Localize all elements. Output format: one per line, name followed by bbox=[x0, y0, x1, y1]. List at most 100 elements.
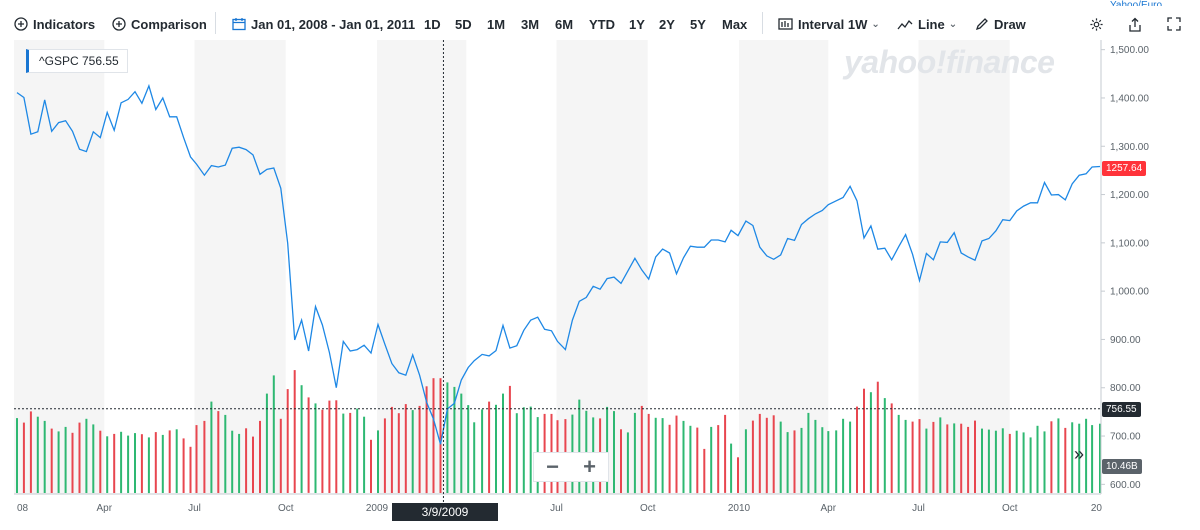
volume-bar bbox=[64, 426, 67, 493]
calendar-icon bbox=[232, 18, 246, 31]
settings-button[interactable] bbox=[1089, 14, 1109, 34]
range-button-5y[interactable]: 5Y bbox=[690, 14, 706, 34]
volume-bar bbox=[918, 419, 921, 493]
volume-bar bbox=[22, 422, 25, 493]
volume-bar bbox=[578, 399, 581, 494]
volume-bar bbox=[36, 416, 39, 493]
volume-badge: 10.46B bbox=[1102, 459, 1142, 474]
volume-bar bbox=[203, 420, 206, 493]
range-button-6m[interactable]: 6M bbox=[555, 14, 573, 34]
range-label: 1D bbox=[424, 16, 441, 32]
share-button[interactable] bbox=[1128, 14, 1147, 34]
interval-dropdown[interactable]: Interval 1W ⌄ bbox=[778, 14, 880, 34]
range-label: 5Y bbox=[690, 16, 706, 32]
y-tick-label: 900.00 bbox=[1110, 335, 1141, 346]
draw-button[interactable]: Draw bbox=[975, 14, 1026, 34]
volume-bar bbox=[682, 420, 685, 493]
volume-bar bbox=[92, 424, 95, 493]
x-tick-label: Jul bbox=[912, 503, 925, 514]
range-label: 1Y bbox=[629, 16, 645, 32]
range-button-1d[interactable]: 1D bbox=[424, 14, 441, 34]
range-label: YTD bbox=[589, 16, 615, 32]
indicators-button[interactable]: Indicators bbox=[14, 14, 95, 34]
date-range-button[interactable]: Jan 01, 2008 - Jan 01, 2011 bbox=[232, 14, 415, 34]
zoom-in-button[interactable]: + bbox=[583, 454, 596, 479]
volume-bar bbox=[696, 427, 699, 494]
interval-value: 1W bbox=[847, 16, 868, 32]
volume-bar bbox=[1015, 430, 1018, 493]
volume-bar bbox=[154, 432, 157, 493]
x-tick-label: 08 bbox=[17, 503, 29, 514]
crosshair-price-badge: 756.55 bbox=[1102, 402, 1141, 417]
range-label: 6M bbox=[555, 16, 574, 32]
volume-bar bbox=[779, 421, 782, 493]
volume-bar bbox=[647, 413, 650, 493]
range-button-ytd[interactable]: YTD bbox=[589, 14, 615, 34]
scroll-forward-icon[interactable]: » bbox=[1073, 443, 1084, 464]
range-button-1m[interactable]: 1M bbox=[487, 14, 505, 34]
volume-bar bbox=[807, 412, 810, 494]
volume-bar bbox=[932, 421, 935, 493]
toolbar-divider bbox=[762, 12, 763, 34]
x-tick-label: Oct bbox=[1002, 503, 1018, 514]
y-tick-label: 1,500.00 bbox=[1110, 45, 1149, 56]
volume-bar bbox=[453, 386, 456, 493]
volume-bar bbox=[1064, 427, 1067, 493]
volume-bar bbox=[425, 386, 428, 494]
volume-bar bbox=[147, 437, 150, 494]
volume-bar bbox=[1043, 431, 1046, 493]
volume-bar bbox=[279, 418, 282, 493]
draw-label: Draw bbox=[994, 16, 1026, 32]
range-button-3m[interactable]: 3M bbox=[521, 14, 539, 34]
volume-bar bbox=[383, 418, 386, 493]
x-tick-label: Jul bbox=[550, 503, 563, 514]
comparison-button[interactable]: Comparison bbox=[112, 14, 207, 34]
x-tick-label: 20 bbox=[1091, 503, 1103, 514]
interval-label: Interval bbox=[798, 16, 845, 32]
volume-bar bbox=[960, 423, 963, 493]
share-icon bbox=[1129, 17, 1141, 32]
chart-type-dropdown[interactable]: Line ⌄ bbox=[897, 14, 957, 34]
range-label: Max bbox=[722, 16, 748, 32]
y-tick-label: 1,100.00 bbox=[1110, 238, 1149, 249]
range-button-max[interactable]: Max bbox=[722, 14, 747, 34]
candle-bars-icon bbox=[778, 18, 793, 30]
y-tick-label: 700.00 bbox=[1110, 432, 1141, 443]
indicators-label: Indicators bbox=[33, 16, 96, 32]
volume-bar bbox=[883, 398, 886, 493]
fullscreen-button[interactable] bbox=[1167, 14, 1186, 34]
volume-bar bbox=[293, 370, 296, 493]
range-button-1y[interactable]: 1Y bbox=[629, 14, 645, 34]
fullscreen-icon bbox=[1167, 17, 1181, 31]
corner-link[interactable]: Yahoo/Euro bbox=[1110, 0, 1163, 6]
chevron-down-icon: ⌄ bbox=[871, 18, 880, 30]
volume-bar bbox=[342, 413, 345, 494]
last-price-badge: 1257.64 bbox=[1102, 161, 1147, 176]
volume-bar bbox=[974, 420, 976, 493]
range-button-5d[interactable]: 5D bbox=[455, 14, 472, 34]
volume-bar bbox=[1071, 422, 1074, 493]
volume-bar bbox=[495, 404, 497, 493]
volume-bar bbox=[869, 392, 872, 493]
volume-bar bbox=[863, 388, 865, 493]
volume-bar bbox=[703, 448, 706, 493]
volume-bar bbox=[939, 417, 942, 493]
quarter-band bbox=[14, 40, 105, 494]
volume-bar bbox=[370, 439, 372, 493]
volume-bar bbox=[626, 432, 629, 493]
x-tick-label: Oct bbox=[278, 503, 294, 514]
volume-bar bbox=[446, 382, 449, 493]
x-tick-label: Apr bbox=[820, 503, 836, 514]
volume-bar bbox=[43, 420, 46, 493]
chart-type-label: Line bbox=[918, 16, 945, 32]
zoom-out-button[interactable]: − bbox=[546, 454, 559, 479]
tooltip-value: 756.55 bbox=[81, 54, 119, 68]
quarter-band bbox=[738, 40, 829, 494]
volume-bar bbox=[765, 417, 768, 494]
volume-bar bbox=[1078, 423, 1081, 493]
range-button-2y[interactable]: 2Y bbox=[659, 14, 675, 34]
volume-bar bbox=[1050, 421, 1053, 494]
y-axis-ticks: 1,500.00 1,400.00 1,300.00 1,200.00 1,100.00… bbox=[1101, 45, 1149, 491]
volume-bar bbox=[1057, 418, 1060, 493]
